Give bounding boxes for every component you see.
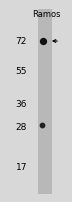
Text: 17: 17 xyxy=(15,163,27,172)
Bar xyxy=(38,10,52,194)
Text: 72: 72 xyxy=(16,37,27,46)
Point xyxy=(41,124,43,127)
Text: Ramos: Ramos xyxy=(33,10,61,19)
Text: 55: 55 xyxy=(15,67,27,76)
Text: 36: 36 xyxy=(15,100,27,109)
Point xyxy=(42,40,44,43)
Text: 28: 28 xyxy=(16,123,27,132)
